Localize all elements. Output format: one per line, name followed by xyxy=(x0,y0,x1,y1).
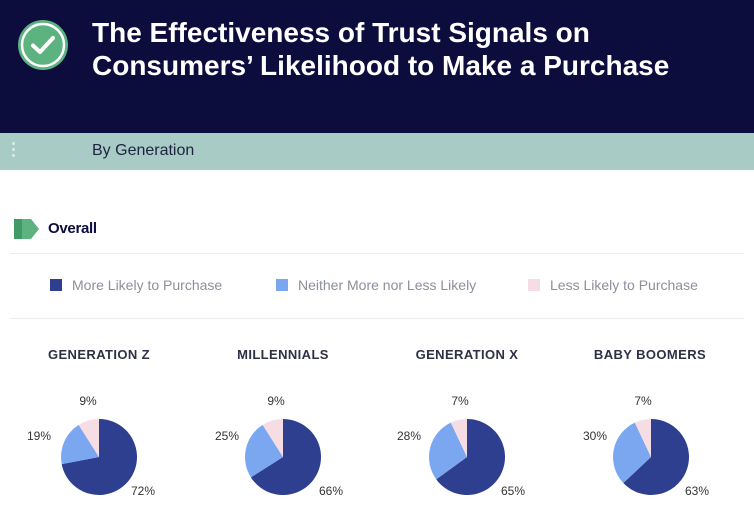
data-label: 7% xyxy=(634,394,652,408)
data-label: 66% xyxy=(319,484,343,498)
chart-title-generation-x: GENERATION X xyxy=(415,347,519,362)
divider xyxy=(10,318,744,319)
chart-title-millennials: MILLENNIALS xyxy=(237,347,329,362)
legend-label: More Likely to Purchase xyxy=(72,277,223,293)
data-label: 7% xyxy=(451,394,469,408)
legend-label: Neither More nor Less Likely xyxy=(298,277,477,293)
legend-swatch xyxy=(50,279,62,291)
section-title: Overall xyxy=(48,220,97,237)
legend: More Likely to Purchase Neither More nor… xyxy=(0,276,754,296)
data-label: 30% xyxy=(583,429,607,443)
legend-swatch xyxy=(528,279,540,291)
pie-slice xyxy=(436,419,505,495)
data-label: 28% xyxy=(397,429,421,443)
pie-slice xyxy=(623,419,689,495)
data-label: 9% xyxy=(79,394,97,408)
pie-slice xyxy=(613,422,651,484)
pie-slice xyxy=(262,419,283,457)
pie-slice xyxy=(450,419,467,457)
pie-slice xyxy=(61,424,99,465)
subheader-label: By Generation xyxy=(92,142,195,159)
legend-swatch xyxy=(276,279,288,291)
chart-title-generation-z: GENERATION Z xyxy=(47,347,151,362)
check-circle-icon xyxy=(18,20,68,70)
drag-handle-icon xyxy=(12,142,16,162)
pie-slice xyxy=(250,419,321,495)
pie-slice xyxy=(78,419,99,457)
page-title: The Effectiveness of Trust Signals on Co… xyxy=(92,17,670,81)
data-label: 9% xyxy=(267,394,285,408)
divider xyxy=(10,253,744,254)
data-label: 65% xyxy=(501,484,525,498)
data-label: 19% xyxy=(27,429,51,443)
data-label: 72% xyxy=(131,484,155,498)
data-label: 63% xyxy=(685,484,709,498)
legend-label: Less Likely to Purchase xyxy=(550,277,698,293)
header-banner: The Effectiveness of Trust Signals on Co… xyxy=(0,0,754,133)
flag-icon xyxy=(14,219,39,239)
pie-slice xyxy=(244,424,283,478)
data-label: 25% xyxy=(215,429,239,443)
subheader-bar: By Generation xyxy=(0,133,754,170)
pie-slice xyxy=(634,419,651,457)
pie-slice xyxy=(428,422,467,480)
pie-slice xyxy=(61,419,137,495)
chart-title-baby-boomers: BABY BOOMERS xyxy=(593,347,707,362)
